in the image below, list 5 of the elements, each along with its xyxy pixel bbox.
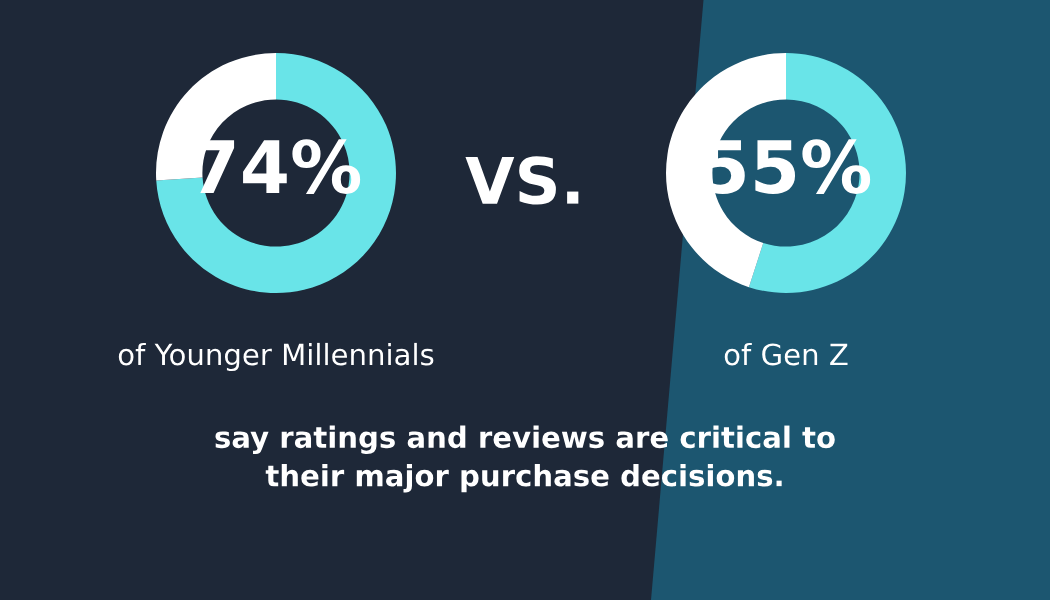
text: of Gen Z — [724, 342, 848, 366]
text: VS. — [465, 156, 579, 205]
text: of Younger Millennials — [118, 342, 434, 372]
text: say ratings and reviews are critical to their major purchase decisions. — [215, 425, 835, 493]
donut-slice — [156, 53, 396, 293]
